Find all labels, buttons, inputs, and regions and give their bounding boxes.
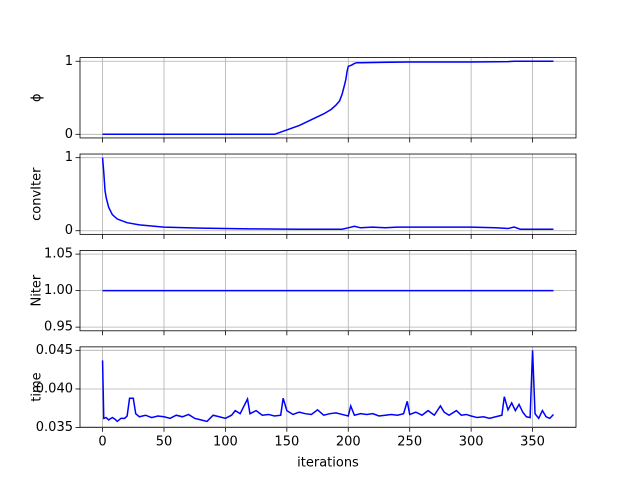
y-axis-label: time <box>30 372 45 401</box>
subplot: 0 1 convIter <box>30 150 577 239</box>
axes-frame <box>79 153 577 235</box>
data-line <box>101 157 554 231</box>
axes-frame <box>79 346 577 428</box>
y-axis-label: convIter <box>30 167 45 221</box>
subplot: 0 50 100 150 200 250 300 350 0.035 0.040 0.045 time… <box>30 343 577 471</box>
y-tick-label: 0.95 <box>44 320 73 335</box>
y-tick-label: 1 <box>65 150 73 165</box>
x-tick-label: 50 <box>156 435 173 450</box>
y-axis-label: Niter <box>30 274 45 306</box>
subplot: 0 1 ϕ <box>30 54 577 143</box>
x-tick-label: 100 <box>213 435 238 450</box>
x-tick-label: 0 <box>98 435 106 450</box>
x-tick-label: 150 <box>274 435 299 450</box>
axes-frame <box>79 57 577 139</box>
y-tick-label: 0.045 <box>36 343 73 358</box>
x-tick-label: 300 <box>459 435 484 450</box>
data-line <box>102 60 554 136</box>
y-tick-label: 0 <box>65 223 73 238</box>
y-tick-label: 1.00 <box>44 283 73 298</box>
y-tick-label: 0.040 <box>36 381 73 396</box>
y-tick-label: 0 <box>65 127 73 142</box>
y-tick-label: 0.035 <box>36 420 73 435</box>
data-line <box>101 350 554 423</box>
y-tick-label: 1 <box>65 54 73 69</box>
x-axis-label: iterations <box>297 456 359 471</box>
y-axis-label: ϕ <box>30 93 45 102</box>
y-tick-label: 1.05 <box>44 247 73 262</box>
subplot: 0.95 1.00 1.05 Niter <box>30 247 577 336</box>
x-tick-label: 250 <box>397 435 422 450</box>
axes-frame <box>79 250 577 332</box>
x-tick-label: 200 <box>336 435 361 450</box>
x-tick-label: 350 <box>520 435 545 450</box>
